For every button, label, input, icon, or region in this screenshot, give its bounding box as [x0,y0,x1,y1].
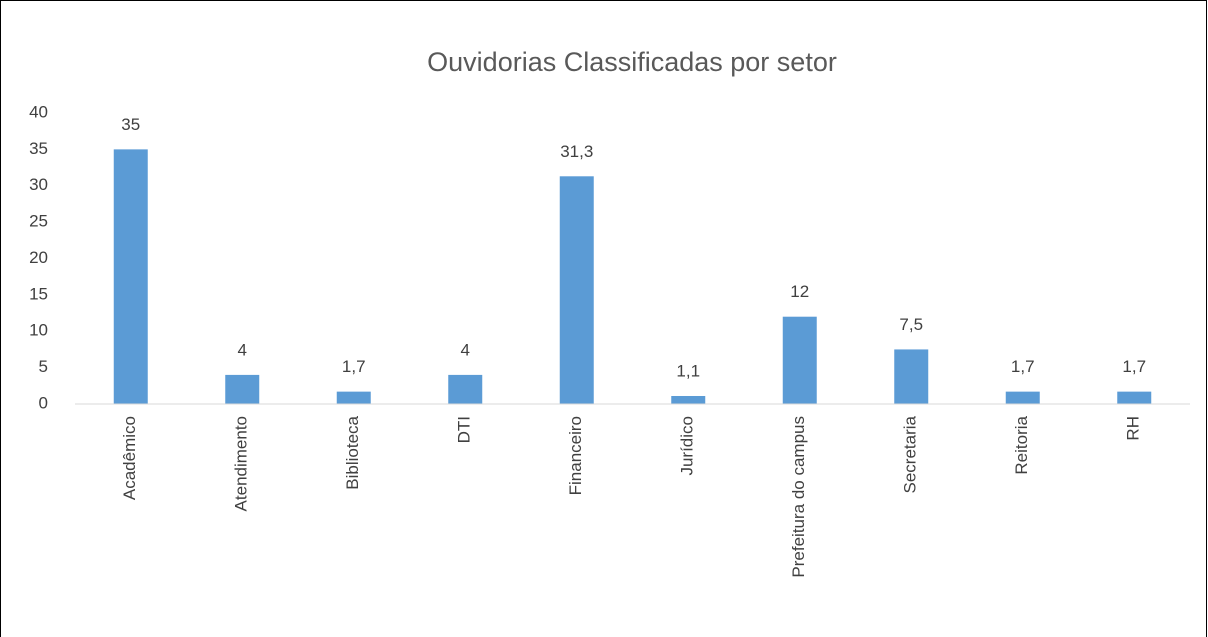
data-label: 1,1 [676,361,700,380]
x-tick-label: Prefeitura do campus [789,416,808,578]
data-label: 35 [121,115,140,134]
y-tick-label: 35 [29,139,48,158]
data-label: 31,3 [560,142,593,161]
x-tick-label: Reitoria [1012,415,1031,474]
bar [1117,391,1152,404]
chart-title: Ouvidorias Classificadas por setor [427,47,837,77]
y-tick-label: 20 [29,248,48,267]
x-tick-label: Financeiro [566,416,585,495]
y-tick-label: 10 [29,321,48,340]
bar [448,374,483,404]
x-tick-label: Biblioteca [343,415,362,489]
bar [1005,391,1040,404]
x-tick-label: RH [1124,416,1143,441]
bar [225,374,260,404]
y-tick-label: 30 [29,175,48,194]
y-tick-label: 15 [29,284,48,303]
y-tick-label: 0 [39,393,48,412]
bar [559,176,594,404]
y-tick-label: 5 [39,357,48,376]
data-label: 7,5 [899,315,923,334]
y-tick-label: 25 [29,212,48,231]
data-label: 4 [461,340,470,359]
bar [113,149,148,404]
x-tick-label: DTI [455,416,474,443]
data-label: 4 [238,340,247,359]
x-tick-label: Atendimento [232,416,251,511]
x-tick-label: Secretaria [901,415,920,493]
data-label: 1,7 [342,357,366,376]
bar [894,349,929,404]
data-label: 1,7 [1122,357,1146,376]
x-tick-label: Acadêmico [120,416,139,500]
bar [782,316,817,404]
data-label: 12 [790,282,809,301]
y-tick-label: 40 [29,102,48,121]
bar [336,391,371,404]
bar [671,395,706,404]
data-label: 1,7 [1011,357,1035,376]
x-tick-label: Jurídico [678,416,697,476]
